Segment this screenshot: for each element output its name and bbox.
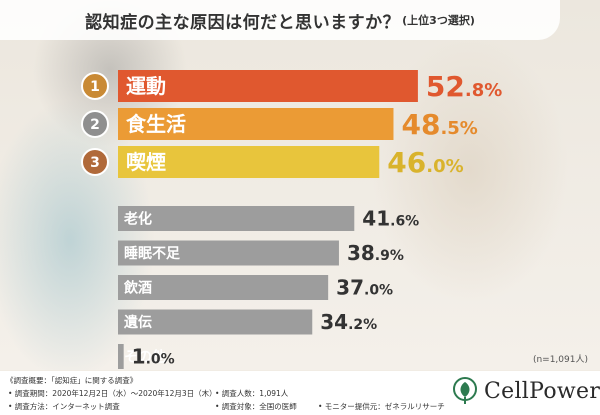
bar-5	[118, 240, 339, 266]
survey-monitor: • モニター提供元：ゼネラルリサーチ	[318, 402, 445, 411]
survey-respondents: • 調査人数：1,091人	[215, 389, 289, 398]
survey-footer: 《調査概要：「認知症」に関する調査》 • 調査期間：2020年12月2日（水）〜…	[0, 371, 600, 415]
rank-badge-label-1: 1	[90, 79, 100, 95]
category-label-1: 運動	[126, 74, 166, 98]
cellpower-logo: CellPower	[452, 373, 600, 409]
value-label-2: 48.5%	[401, 108, 477, 141]
value-label-3: 46.0%	[387, 146, 463, 179]
value-label-6: 37.0%	[336, 276, 393, 300]
value-label-1: 52.8%	[426, 70, 502, 103]
survey-target: • 調査対象：全国の医師	[215, 402, 297, 411]
category-label-2: 食生活	[126, 112, 186, 136]
value-label-5: 38.9%	[347, 241, 404, 265]
rank-badge-1	[81, 72, 109, 100]
category-label-7: 遺伝	[124, 314, 152, 331]
title-sub: (上位3つ選択)	[402, 14, 475, 27]
survey-period: • 調査期間：2020年12月2日（水）〜2020年12月3日（木）	[8, 389, 217, 398]
category-label-4: 老化	[124, 211, 152, 228]
rank-badge-2	[81, 110, 109, 138]
value-label-8: 1.0%	[132, 345, 175, 369]
brand-name: CellPower	[484, 378, 600, 404]
category-label-5: 睡眠不足	[124, 246, 181, 262]
bar-4	[118, 206, 355, 231]
rank-badge-label-3: 3	[90, 155, 100, 171]
bar-3	[118, 146, 380, 178]
bar-1	[118, 70, 418, 102]
background-photo	[0, 0, 600, 370]
bar-7	[118, 309, 313, 335]
category-label-3: 喫煙	[126, 150, 166, 174]
rank-badge-3	[81, 148, 109, 176]
rank-badge-label-2: 2	[90, 117, 100, 133]
bar-2	[118, 108, 394, 140]
category-label-6: 飲酒	[123, 280, 152, 297]
survey-method: • 調査方法：インターネット調査	[8, 402, 120, 411]
value-label-7: 34.2%	[320, 310, 377, 334]
chart-title: 認知症の主な原因は何だと思いますか？ (上位3つ選択)	[0, 0, 560, 40]
title-main: 認知症の主な原因は何だと思いますか？	[85, 12, 401, 33]
cellpower-leaf-icon	[453, 377, 477, 404]
bar-8	[118, 344, 124, 369]
value-label-4: 41.6%	[362, 207, 419, 231]
survey-title: 《調査概要：「認知症」に関する調査》	[6, 376, 138, 385]
bar-6	[118, 275, 329, 300]
sample-size-note: (n=1,091人)	[532, 355, 588, 365]
bar-chart: 1 運動 52.8% 2 食生活 48.5% 3 喫煙 46.0% 老化 41.6% 睡眠不足 38.9…	[81, 70, 502, 369]
category-label-8: その他	[124, 349, 166, 366]
